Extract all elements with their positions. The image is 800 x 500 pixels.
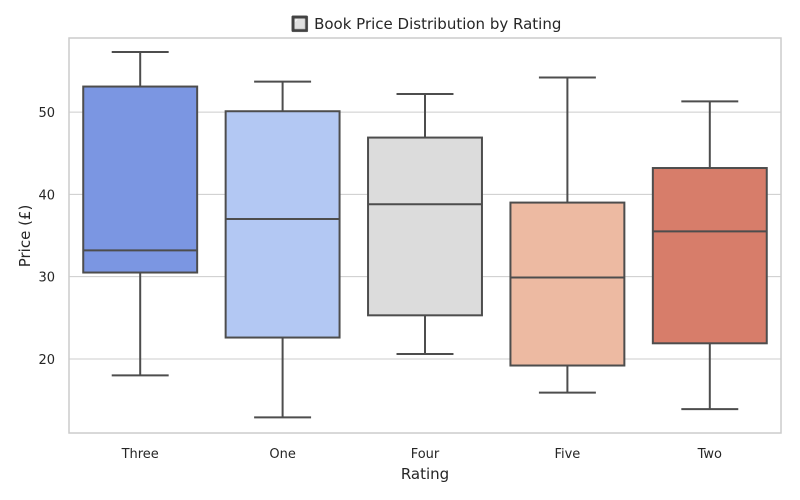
plot-frame <box>68 37 782 434</box>
chart-title: 🔲 Book Price Distribution by Rating <box>291 15 562 33</box>
box-two <box>651 100 768 411</box>
x-tick-label: Four <box>411 447 440 462</box>
y-tick-label: 40 <box>38 188 55 203</box>
box-one <box>224 80 341 419</box>
box-four <box>367 92 483 355</box>
x-tick-labels: Three One Four Five Two <box>121 447 722 462</box>
box-three <box>82 50 199 377</box>
iqr-box <box>651 167 768 345</box>
y-tick-label: 20 <box>38 353 55 368</box>
boxes <box>82 50 768 419</box>
y-tick-label: 50 <box>38 106 55 121</box>
y-tick-labels: 20 30 40 50 <box>38 106 55 368</box>
iqr-box <box>224 110 341 339</box>
iqr-box <box>367 136 483 317</box>
iqr-box <box>82 85 199 274</box>
x-tick-label: Three <box>121 447 159 462</box>
iqr-box <box>509 201 626 367</box>
x-tick-label: Five <box>554 447 580 462</box>
x-tick-label: One <box>269 447 295 462</box>
y-axis-label: Price (£) <box>16 205 34 268</box>
x-tick-label: Two <box>697 447 722 462</box>
y-tick-label: 30 <box>38 271 55 286</box>
x-axis-label: Rating <box>401 465 449 483</box>
box-five <box>509 76 626 394</box>
